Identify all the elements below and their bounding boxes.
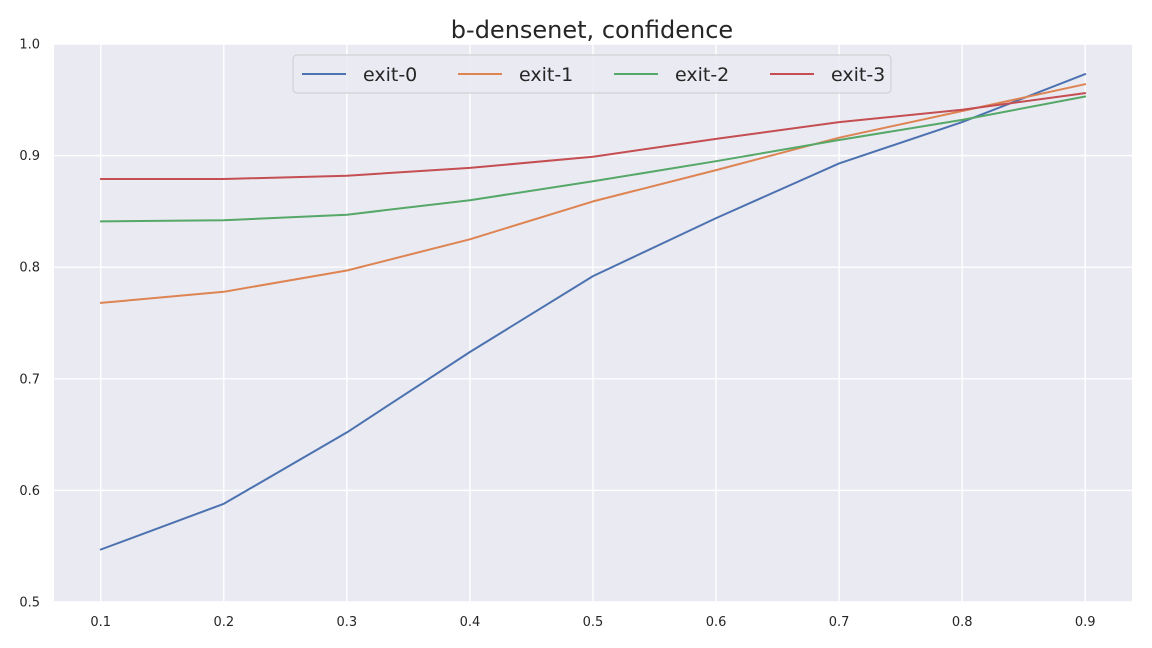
x-tick-label: 0.6	[706, 615, 727, 630]
x-tick-label: 0.1	[90, 615, 111, 630]
series-line-exit-2	[99, 95, 1087, 223]
x-axis-ticks: 0.1 0.2 0.3 0.4 0.5 0.6 0.7 0.8 0.9	[90, 615, 1095, 630]
x-tick-label: 0.4	[460, 615, 481, 630]
x-tick-label: 0.7	[829, 615, 850, 630]
series-line-exit-0	[99, 73, 1087, 551]
y-tick-label: 0.8	[19, 261, 40, 276]
series-line-exit-1	[99, 83, 1087, 304]
chart-title: b-densenet, confidence	[451, 16, 733, 44]
legend-label: exit-2	[675, 64, 729, 86]
series-line-exit-3	[99, 92, 1087, 180]
series-lines	[99, 73, 1087, 551]
legend-label: exit-1	[519, 64, 573, 86]
legend: exit-0 exit-1 exit-2 exit-3	[292, 54, 892, 94]
legend-label: exit-3	[831, 64, 885, 86]
y-axis-ticks: 0.5 0.6 0.7 0.8 0.9 1.0	[19, 38, 40, 611]
x-tick-label: 0.2	[213, 615, 234, 630]
legend-box	[292, 54, 892, 94]
y-tick-label: 0.6	[19, 484, 40, 499]
x-tick-label: 0.8	[952, 615, 973, 630]
y-tick-label: 1.0	[19, 38, 40, 53]
grid	[54, 43, 1132, 603]
y-tick-label: 0.9	[19, 149, 40, 164]
y-tick-label: 0.7	[19, 372, 40, 387]
x-tick-label: 0.9	[1075, 615, 1096, 630]
y-tick-label: 0.5	[19, 596, 40, 611]
x-tick-label: 0.3	[337, 615, 358, 630]
legend-label: exit-0	[363, 64, 417, 86]
x-tick-label: 0.5	[583, 615, 604, 630]
